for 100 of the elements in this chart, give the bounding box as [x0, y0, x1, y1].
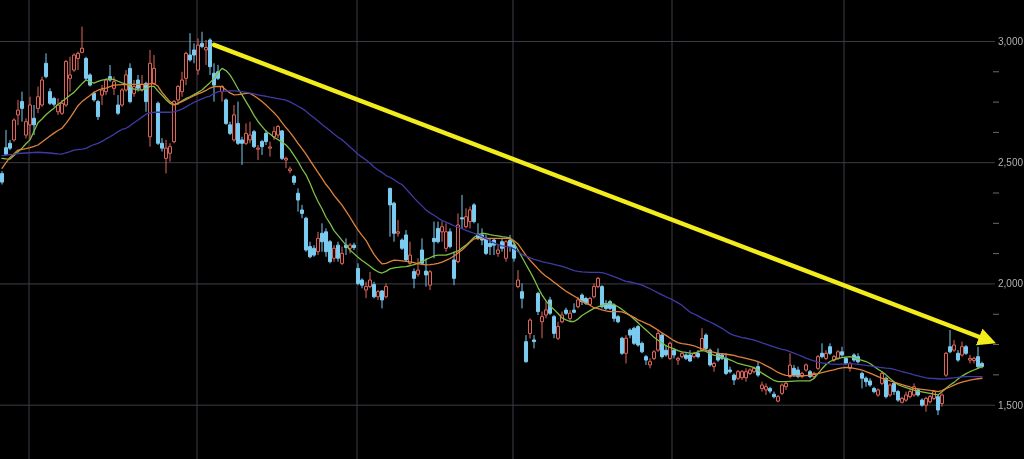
candlestick — [463, 207, 469, 229]
candlestick — [279, 129, 285, 161]
candlestick — [3, 129, 9, 156]
candlestick — [115, 94, 121, 116]
candlestick — [791, 364, 797, 378]
candlestick — [623, 334, 629, 364]
candlestick — [243, 122, 249, 146]
candlestick — [659, 332, 665, 359]
candlestick — [767, 386, 773, 394]
candlestick — [395, 219, 401, 238]
candlestick — [743, 367, 749, 383]
candlestick — [835, 349, 841, 361]
candlestick — [251, 129, 257, 149]
candlestick — [871, 386, 877, 394]
candlestick — [723, 352, 729, 376]
candlestick — [935, 394, 941, 416]
candlestick — [127, 62, 133, 104]
candlestick — [267, 141, 273, 158]
candlestick — [763, 382, 769, 396]
candlestick — [247, 121, 253, 144]
candlestick — [347, 242, 353, 254]
candlestick — [519, 282, 525, 309]
candlestick — [471, 202, 477, 224]
candlestick — [967, 354, 973, 364]
candlestick — [827, 342, 833, 356]
candlestick — [787, 352, 793, 379]
candlestick — [955, 349, 961, 363]
candlestick — [459, 194, 465, 229]
candlestick — [271, 126, 277, 141]
candlestick — [531, 334, 537, 349]
candlestick — [19, 91, 25, 123]
candlestick — [599, 284, 605, 309]
candlestick — [783, 381, 789, 391]
candlestick — [515, 269, 521, 289]
candlestick — [923, 396, 929, 413]
candlestick — [739, 369, 745, 381]
candlestick — [887, 382, 893, 398]
candlestick — [951, 339, 957, 353]
candlestick — [667, 341, 673, 361]
candlestick — [147, 49, 153, 148]
candlestick — [503, 239, 509, 263]
candlestick — [523, 334, 529, 363]
candlestick — [551, 314, 557, 339]
candlestick — [963, 344, 969, 356]
y-tick-label: 1,500 — [998, 399, 1024, 411]
candlestick — [943, 351, 949, 378]
candlestick — [411, 267, 417, 289]
candlestick — [903, 391, 909, 403]
candlestick — [555, 321, 561, 341]
candlestick — [31, 104, 37, 136]
candlestick — [779, 382, 785, 396]
candlestick — [467, 206, 473, 229]
candlestick — [47, 87, 53, 106]
candlestick — [255, 144, 261, 161]
candlestick — [919, 397, 925, 408]
candlestick — [163, 139, 169, 174]
candlestick — [631, 326, 637, 346]
candlestick — [711, 361, 717, 373]
candlestick — [611, 302, 617, 323]
candlestick — [883, 376, 889, 399]
candlestick — [379, 289, 385, 309]
candlestick — [431, 221, 437, 259]
candlestick — [195, 37, 201, 76]
candlestick — [939, 392, 945, 408]
candlestick — [375, 289, 381, 301]
candlestick — [447, 227, 453, 249]
candlestick — [947, 329, 953, 354]
candlestick — [671, 347, 677, 359]
candlestick — [759, 381, 765, 393]
candlestick — [339, 246, 345, 266]
candlestick — [875, 387, 881, 398]
candlestick — [0, 170, 5, 186]
candlestick — [291, 174, 297, 186]
candlestick — [487, 237, 493, 256]
candlestick — [331, 244, 337, 263]
candlestick — [775, 394, 781, 403]
candlestick — [575, 296, 581, 309]
candlestick — [527, 317, 533, 339]
candlestick — [315, 231, 321, 256]
candlestick — [907, 387, 913, 399]
candlestick — [387, 187, 393, 238]
candlestick — [975, 346, 981, 369]
candlestick — [771, 391, 777, 399]
candlestick — [43, 52, 49, 79]
candlestick — [275, 124, 281, 139]
y-tick-label: 2,000 — [998, 278, 1024, 290]
candlestick — [135, 74, 141, 93]
candlestick — [683, 352, 689, 361]
candlestick — [571, 302, 577, 314]
candlestick — [563, 307, 569, 316]
candlestick — [203, 39, 209, 66]
candlestick — [863, 376, 869, 388]
candlestick — [619, 336, 625, 356]
candlestick — [311, 244, 317, 258]
candlestick — [403, 229, 409, 263]
candlestick — [443, 222, 449, 253]
candlestick — [319, 222, 325, 253]
candlestick — [567, 309, 573, 323]
candlestick — [335, 241, 341, 263]
candlestick — [27, 96, 33, 141]
